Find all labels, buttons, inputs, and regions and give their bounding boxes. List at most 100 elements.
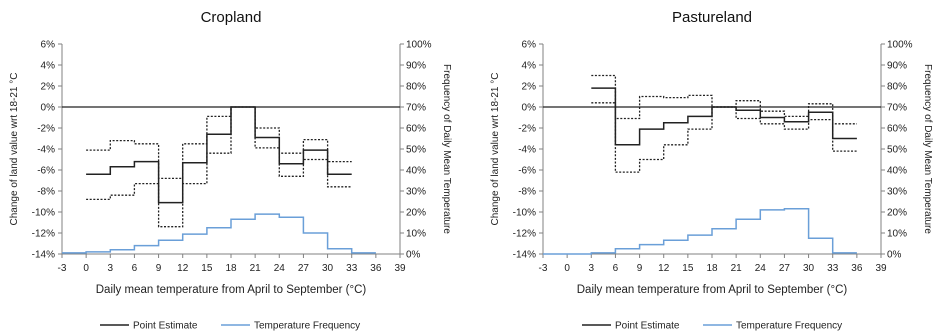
lower-bound-line bbox=[86, 106, 352, 228]
y-tick-label: -6% bbox=[518, 166, 536, 177]
x-tick-label: -3 bbox=[58, 263, 67, 274]
y-tick-label: -4% bbox=[518, 145, 536, 156]
temperature-frequency-line bbox=[62, 213, 376, 254]
x-tick-label: 21 bbox=[731, 263, 743, 274]
y-tick-label: 4% bbox=[522, 61, 537, 72]
x-tick-label: 0 bbox=[564, 263, 570, 274]
y-tick-label: -2% bbox=[518, 124, 536, 135]
y2-tick-label: 10% bbox=[887, 229, 907, 240]
x-tick-label: 30 bbox=[322, 263, 334, 274]
y2-tick-label: 80% bbox=[406, 82, 426, 93]
y-tick-label: -10% bbox=[32, 208, 55, 219]
x-tick-label: 21 bbox=[250, 263, 262, 274]
y-tick-label: -2% bbox=[37, 124, 55, 135]
x-tick-label: 39 bbox=[875, 263, 887, 274]
y-tick-label: -6% bbox=[37, 166, 55, 177]
x-tick-label: 6 bbox=[613, 263, 619, 274]
point-estimate-line bbox=[591, 87, 857, 146]
x-tick-label: 24 bbox=[755, 263, 767, 274]
x-tick-label: 36 bbox=[851, 263, 863, 274]
y-axis-label: Change of land value wrt 18-21 °C bbox=[490, 73, 501, 226]
x-tick-label: 12 bbox=[177, 263, 189, 274]
chart-title: Cropland bbox=[201, 9, 262, 26]
y2-tick-label: 70% bbox=[887, 103, 907, 114]
x-tick-label: 33 bbox=[827, 263, 839, 274]
x-tick-label: 18 bbox=[225, 263, 237, 274]
y2-axis-label: Frequency of Daily Mean Temperature bbox=[922, 64, 933, 234]
y-tick-label: -10% bbox=[513, 208, 536, 219]
x-tick-label: 0 bbox=[83, 263, 89, 274]
y2-tick-label: 20% bbox=[406, 208, 426, 219]
x-tick-label: 6 bbox=[132, 263, 138, 274]
x-tick-label: 12 bbox=[658, 263, 670, 274]
y-tick-label: -4% bbox=[37, 145, 55, 156]
temperature-frequency-line bbox=[543, 208, 857, 255]
y-tick-label: 6% bbox=[41, 40, 56, 51]
x-tick-label: 9 bbox=[637, 263, 643, 274]
legend: Point Estimate Temperature Frequency bbox=[100, 321, 360, 332]
y-tick-label: 0% bbox=[41, 103, 56, 114]
y2-tick-label: 90% bbox=[887, 61, 907, 72]
lower-bound-line bbox=[591, 102, 857, 173]
x-axis-label: Daily mean temperature from April to Sep… bbox=[96, 284, 367, 296]
upper-bound-line bbox=[591, 74, 857, 125]
y-tick-label: 4% bbox=[41, 61, 56, 72]
y-tick-label: 6% bbox=[522, 40, 537, 51]
y2-axis-label: Frequency of Daily Mean Temperature bbox=[441, 64, 452, 234]
y2-tick-label: 60% bbox=[887, 124, 907, 135]
y2-tick-label: 70% bbox=[406, 103, 426, 114]
y-tick-label: -12% bbox=[32, 229, 55, 240]
y2-tick-label: 80% bbox=[887, 82, 907, 93]
y-tick-label: -14% bbox=[32, 250, 55, 261]
y2-tick-label: 0% bbox=[406, 250, 421, 261]
y2-tick-label: 30% bbox=[406, 187, 426, 198]
x-tick-label: 39 bbox=[394, 263, 406, 274]
chart-pastureland: Pastureland 6% 4% 2% 0% -2% -4% -6% -8% -10% -12% -… bbox=[490, 9, 933, 332]
upper-bound-line bbox=[86, 106, 352, 180]
x-tick-label: 36 bbox=[370, 263, 382, 274]
chart-cropland: Cropland 6% 4% 2% 0% -2% -4% -6% -8% -10% -12% -14%… bbox=[9, 9, 452, 332]
y-tick-label: -14% bbox=[513, 250, 536, 261]
x-tick-label: -3 bbox=[539, 263, 548, 274]
x-tick-label: 3 bbox=[108, 263, 114, 274]
x-tick-label: 24 bbox=[274, 263, 286, 274]
y2-tick-label: 40% bbox=[406, 166, 426, 177]
y2-tick-label: 50% bbox=[887, 145, 907, 156]
y2-tick-label: 10% bbox=[406, 229, 426, 240]
y2-tick-label: 30% bbox=[887, 187, 907, 198]
x-tick-label: 15 bbox=[201, 263, 213, 274]
x-axis-label: Daily mean temperature from April to Sep… bbox=[577, 284, 848, 296]
legend-frequency-label: Temperature Frequency bbox=[736, 321, 842, 332]
y2-tick-label: 100% bbox=[406, 40, 432, 51]
x-tick-label: 18 bbox=[706, 263, 718, 274]
y-tick-label: -12% bbox=[513, 229, 536, 240]
legend-point-estimate-label: Point Estimate bbox=[133, 321, 198, 332]
x-tick-label: 27 bbox=[779, 263, 791, 274]
x-tick-label: 9 bbox=[156, 263, 162, 274]
y2-tick-label: 0% bbox=[887, 250, 902, 261]
y-tick-label: -8% bbox=[37, 187, 55, 198]
y-tick-label: 2% bbox=[41, 82, 56, 93]
chart-title: Pastureland bbox=[672, 9, 752, 26]
y-axis-label: Change of land value wrt 18-21 °C bbox=[9, 73, 20, 226]
y-tick-label: -8% bbox=[518, 187, 536, 198]
x-tick-label: 30 bbox=[803, 263, 815, 274]
y2-tick-label: 20% bbox=[887, 208, 907, 219]
y2-tick-label: 90% bbox=[406, 61, 426, 72]
x-tick-label: 27 bbox=[298, 263, 310, 274]
legend-point-estimate-label: Point Estimate bbox=[615, 321, 680, 332]
y2-tick-label: 40% bbox=[887, 166, 907, 177]
y-tick-label: 2% bbox=[522, 82, 537, 93]
legend: Point Estimate Temperature Frequency bbox=[582, 321, 842, 332]
point-estimate-line bbox=[86, 106, 352, 204]
y2-tick-label: 100% bbox=[887, 40, 913, 51]
x-tick-label: 15 bbox=[682, 263, 694, 274]
y-tick-label: 0% bbox=[522, 103, 537, 114]
legend-frequency-label: Temperature Frequency bbox=[254, 321, 360, 332]
y2-tick-label: 60% bbox=[406, 124, 426, 135]
y2-tick-label: 50% bbox=[406, 145, 426, 156]
x-tick-label: 33 bbox=[346, 263, 358, 274]
x-tick-label: 3 bbox=[589, 263, 595, 274]
